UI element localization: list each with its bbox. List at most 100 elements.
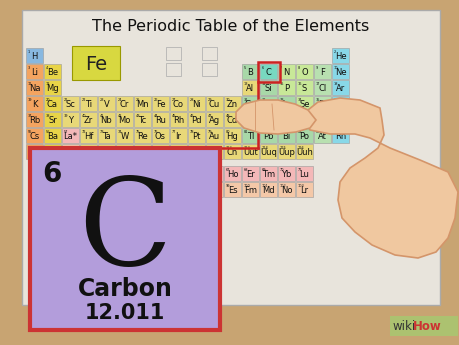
Bar <box>62 182 79 197</box>
Text: 37: 37 <box>28 114 32 118</box>
Bar <box>259 96 276 111</box>
Text: 111: 111 <box>207 146 214 149</box>
Bar <box>26 48 43 63</box>
Bar <box>98 182 115 197</box>
Text: 47: 47 <box>207 114 212 118</box>
Text: 78: 78 <box>189 129 194 134</box>
Bar <box>224 128 241 143</box>
Text: 80: 80 <box>225 129 230 134</box>
Text: 12.011: 12.011 <box>84 303 165 323</box>
Bar <box>80 182 97 197</box>
Text: Hg: Hg <box>226 131 238 140</box>
Text: Pu: Pu <box>137 186 147 195</box>
Text: How: How <box>412 319 441 333</box>
Bar <box>259 166 276 181</box>
Text: Uuq: Uuq <box>259 148 276 157</box>
Text: Pd: Pd <box>191 116 202 125</box>
Text: Sg: Sg <box>119 148 129 157</box>
Bar <box>295 64 312 79</box>
Text: 86: 86 <box>333 129 337 134</box>
Text: Ca: Ca <box>47 99 58 108</box>
Text: 11: 11 <box>28 81 32 86</box>
Text: 12: 12 <box>45 81 50 86</box>
Text: 48: 48 <box>225 114 230 118</box>
Text: Np: Np <box>118 186 130 195</box>
Text: 108: 108 <box>153 146 160 149</box>
Text: 6: 6 <box>261 66 263 69</box>
Text: Es: Es <box>227 186 237 195</box>
Bar <box>166 47 180 60</box>
Text: Al: Al <box>246 83 254 92</box>
Text: 77: 77 <box>171 129 176 134</box>
Text: 14: 14 <box>261 81 265 86</box>
Bar <box>257 62 280 82</box>
Bar <box>98 144 115 159</box>
Bar <box>277 144 294 159</box>
Bar <box>295 182 312 197</box>
Text: 67: 67 <box>225 168 230 171</box>
Text: No: No <box>280 186 291 195</box>
Text: Ra: Ra <box>47 148 58 157</box>
Bar <box>80 166 97 181</box>
Text: 101: 101 <box>261 184 268 187</box>
Text: Te: Te <box>299 116 308 125</box>
Text: Cn: Cn <box>226 148 238 157</box>
Text: Ac*: Ac* <box>63 148 78 157</box>
Text: 62: 62 <box>135 168 140 171</box>
Bar <box>80 112 97 127</box>
Bar <box>206 112 223 127</box>
Text: Rb: Rb <box>29 116 40 125</box>
Text: B: B <box>247 68 253 77</box>
Bar <box>116 166 133 181</box>
Bar <box>170 96 187 111</box>
Text: 27: 27 <box>171 98 176 101</box>
Text: 16: 16 <box>297 81 302 86</box>
Text: Si: Si <box>264 83 272 92</box>
Bar <box>202 63 217 76</box>
Bar <box>62 128 79 143</box>
Text: 15: 15 <box>279 81 283 86</box>
Text: 90: 90 <box>63 184 68 187</box>
Bar <box>44 144 61 159</box>
Text: Tm: Tm <box>261 169 274 178</box>
Bar <box>241 182 258 197</box>
Text: Re: Re <box>137 131 147 140</box>
Text: 60: 60 <box>99 168 104 171</box>
Text: 5: 5 <box>243 66 245 69</box>
Text: 6: 6 <box>42 160 61 188</box>
Text: 39: 39 <box>63 114 68 118</box>
Text: 93: 93 <box>117 184 122 187</box>
Text: 50: 50 <box>261 114 265 118</box>
Bar <box>206 144 223 159</box>
Text: Pa: Pa <box>84 186 93 195</box>
Text: 53: 53 <box>315 114 319 118</box>
Bar <box>277 64 294 79</box>
Text: 42: 42 <box>117 114 122 118</box>
Text: 25: 25 <box>135 98 140 101</box>
Bar <box>80 96 97 111</box>
Bar <box>116 182 133 197</box>
Text: K: K <box>32 99 37 108</box>
Text: 95: 95 <box>153 184 157 187</box>
Text: 100: 100 <box>243 184 250 187</box>
Bar <box>277 166 294 181</box>
Bar <box>241 166 258 181</box>
Text: Am: Am <box>153 186 167 195</box>
Bar <box>277 182 294 197</box>
Bar <box>22 10 439 305</box>
Bar <box>151 166 168 181</box>
Text: Xe: Xe <box>335 116 345 125</box>
Bar <box>313 80 330 95</box>
Text: As: As <box>281 99 291 108</box>
Text: 109: 109 <box>171 146 178 149</box>
Text: He: He <box>334 51 346 60</box>
Bar <box>116 144 133 159</box>
Bar <box>295 96 312 111</box>
Bar <box>188 96 205 111</box>
Text: Cr: Cr <box>119 99 129 108</box>
Bar <box>80 144 97 159</box>
Bar <box>98 166 115 181</box>
Bar <box>134 182 151 197</box>
Text: 8: 8 <box>297 66 299 69</box>
Text: C: C <box>265 68 271 77</box>
